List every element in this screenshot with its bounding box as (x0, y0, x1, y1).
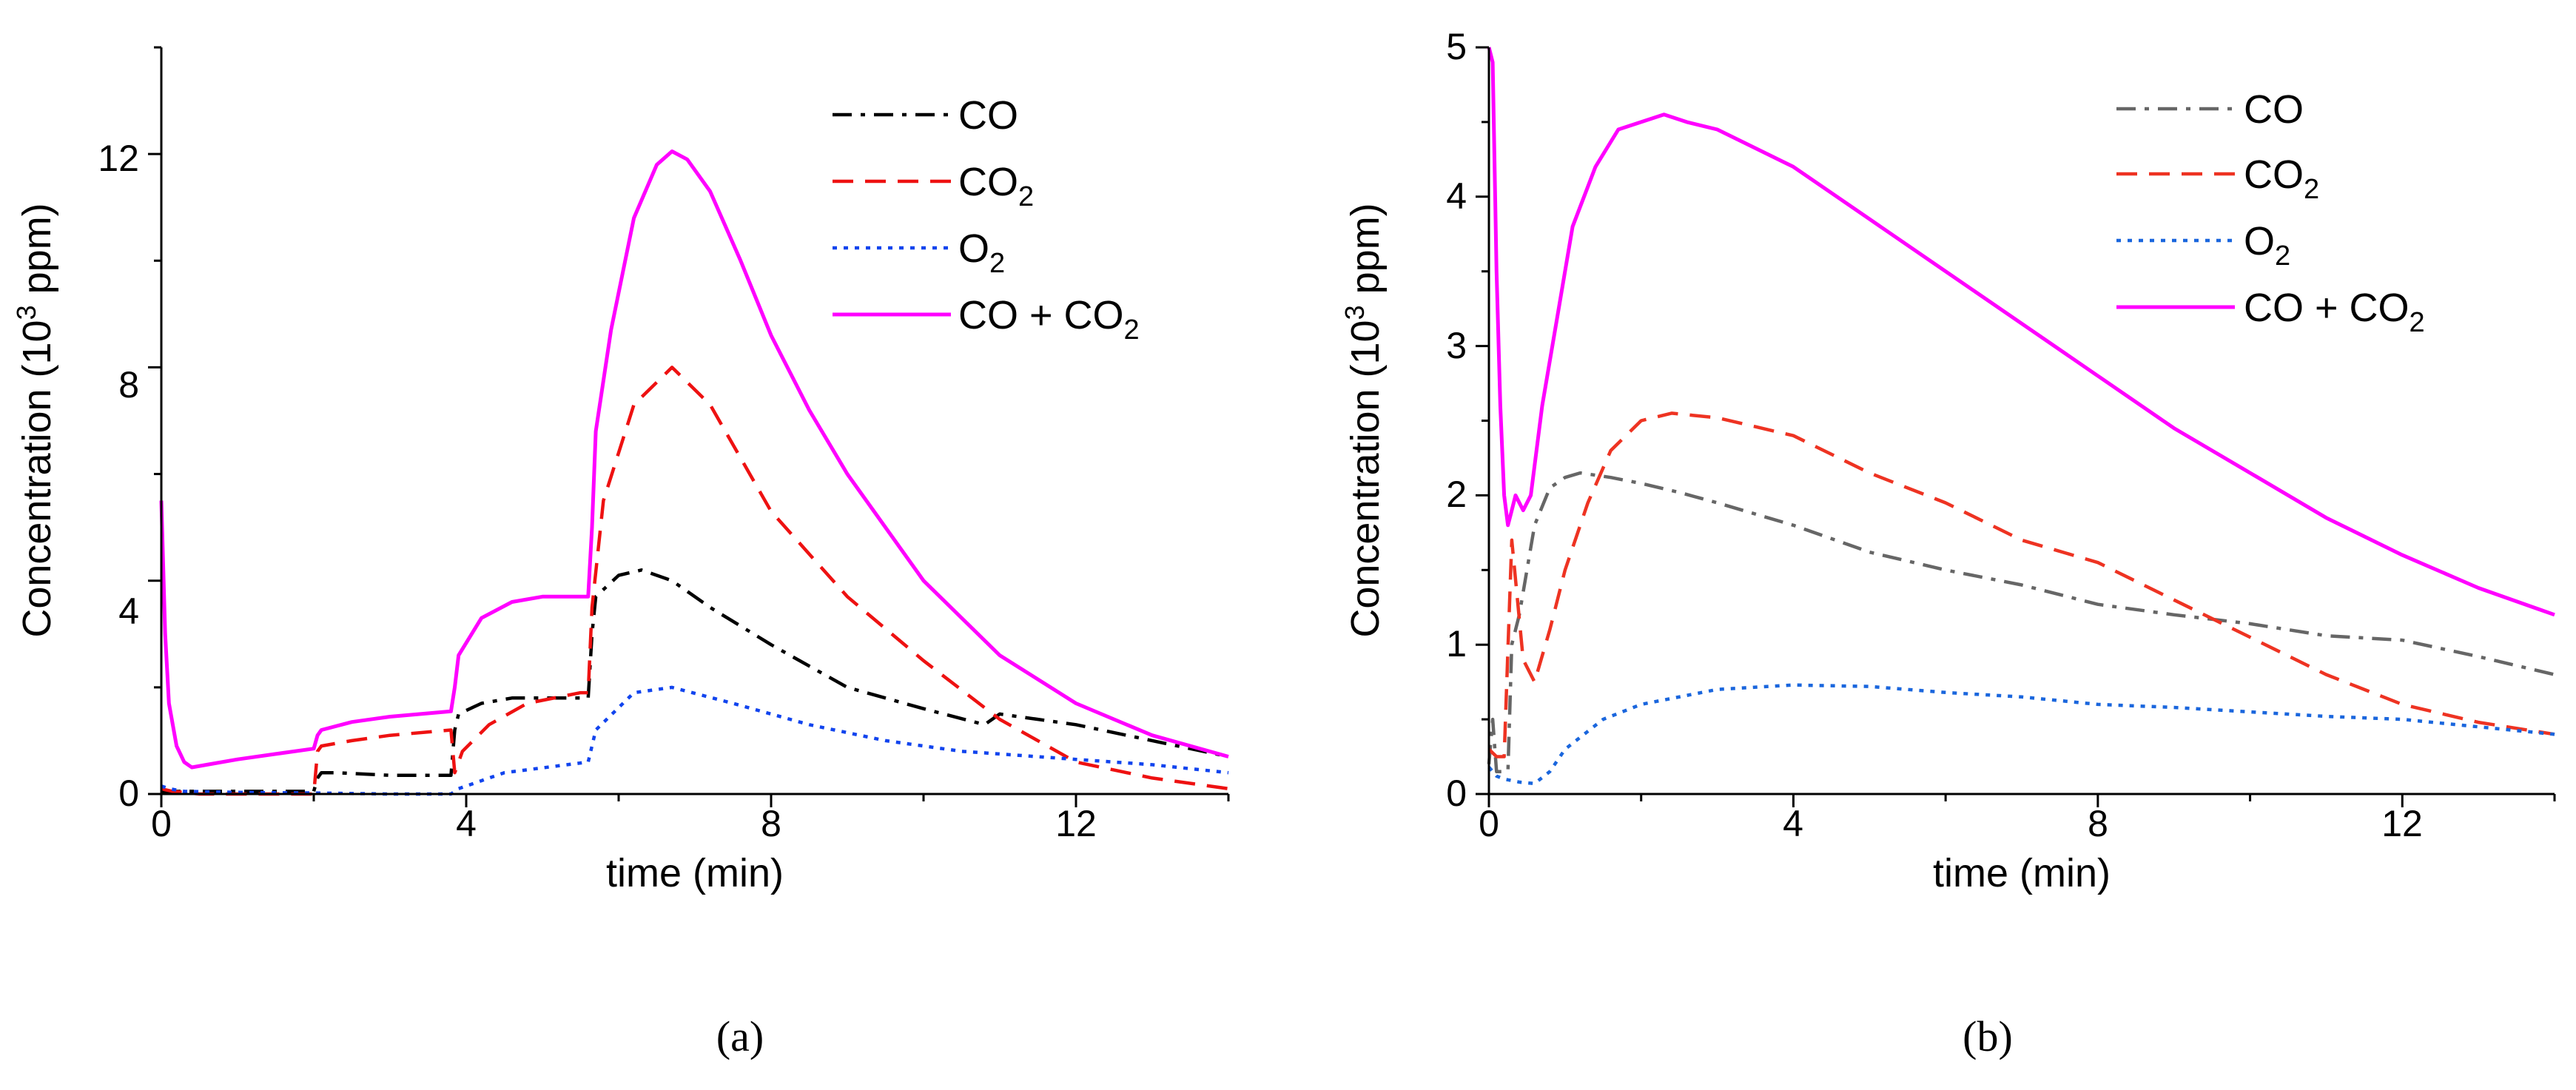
y-axis-title-sup: 3 (11, 305, 41, 320)
chart-panel-b: 0 4 8 12 0 1 2 3 4 5 time (min) Concentr… (1339, 26, 2556, 1060)
caption-a: (a) (716, 1012, 764, 1060)
x-axis-title-a: time (min) (606, 851, 784, 895)
y-axis-title-suffix: ppm) (1343, 203, 1388, 305)
series-layer-a (159, 149, 1229, 796)
legend-label-co2: CO2 (2244, 152, 2319, 205)
x-tick-label: 4 (456, 803, 477, 844)
x-tick-label: 8 (761, 803, 781, 844)
x-tick-label: 0 (1479, 803, 1499, 844)
y-axis-title-prefix: Concentration (10 (15, 320, 59, 637)
y-axis-title-suffix: ppm) (15, 203, 59, 305)
series-line-co2 (1487, 411, 2555, 758)
x-tick-label: 8 (2088, 803, 2108, 844)
series-line-co-plus-co2 (1487, 47, 2555, 617)
caption-b: (b) (1963, 1012, 2013, 1060)
y-axis-title-a: Concentration (103 ppm) (11, 203, 59, 637)
y-tick-label: 4 (1446, 175, 1467, 217)
series-layer-b (1487, 47, 2555, 786)
ticks-b (1476, 46, 2556, 807)
chart-panel-a: 0 4 8 12 0 4 8 12 time (min) Concentrati… (11, 46, 1230, 1060)
y-tick-label: 1 (1446, 623, 1467, 665)
y-axis-title-b: Concentration (103 ppm) (1339, 203, 1388, 637)
legend-label-co: CO (958, 93, 1018, 138)
y-tick-label: 0 (118, 773, 139, 814)
series-line-co-plus-co2 (159, 149, 1229, 770)
y-tick-label: 3 (1446, 325, 1467, 366)
y-tick-label: 0 (1446, 773, 1467, 814)
legend-label-co-plus-co2: CO + CO2 (958, 293, 1140, 346)
series-line-co (1487, 471, 2555, 773)
legend-label-o2: O2 (2244, 219, 2290, 272)
y-tick-label: 5 (1446, 26, 1467, 67)
x-tick-label: 4 (1783, 803, 1803, 844)
tick-labels-a: 0 4 8 12 0 4 8 12 (98, 138, 1096, 844)
x-axis-title-b: time (min) (1933, 851, 2111, 895)
series-line-o2 (161, 685, 1229, 796)
y-tick-label: 8 (118, 364, 139, 406)
legend-label-co: CO (2244, 87, 2304, 132)
y-tick-label: 12 (98, 138, 139, 179)
tick-labels-b: 0 4 8 12 0 1 2 3 4 5 (1446, 26, 2423, 844)
legend-label-co2: CO2 (958, 160, 1034, 212)
x-tick-label: 0 (151, 803, 172, 844)
y-axis-title-prefix: Concentration (10 (1343, 320, 1388, 637)
legend-label-co-plus-co2: CO + CO2 (2244, 286, 2425, 338)
ticks-a (148, 46, 1230, 807)
y-tick-label: 2 (1446, 474, 1467, 515)
legend-a: CO CO2 O2 CO + CO2 (833, 93, 1140, 346)
y-tick-label: 4 (118, 591, 139, 632)
x-tick-label: 12 (1055, 803, 1097, 844)
legend-b: CO CO2 O2 CO + CO2 (2116, 87, 2425, 338)
series-line-co (161, 568, 1229, 793)
legend-label-o2: O2 (958, 226, 1005, 279)
y-axis-title-sup: 3 (1339, 305, 1370, 320)
x-tick-label: 12 (2381, 803, 2423, 844)
